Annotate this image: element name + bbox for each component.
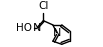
Text: Cl: Cl (38, 1, 49, 11)
Text: HO: HO (16, 23, 32, 33)
Text: N: N (32, 23, 41, 33)
Text: N: N (53, 28, 61, 38)
